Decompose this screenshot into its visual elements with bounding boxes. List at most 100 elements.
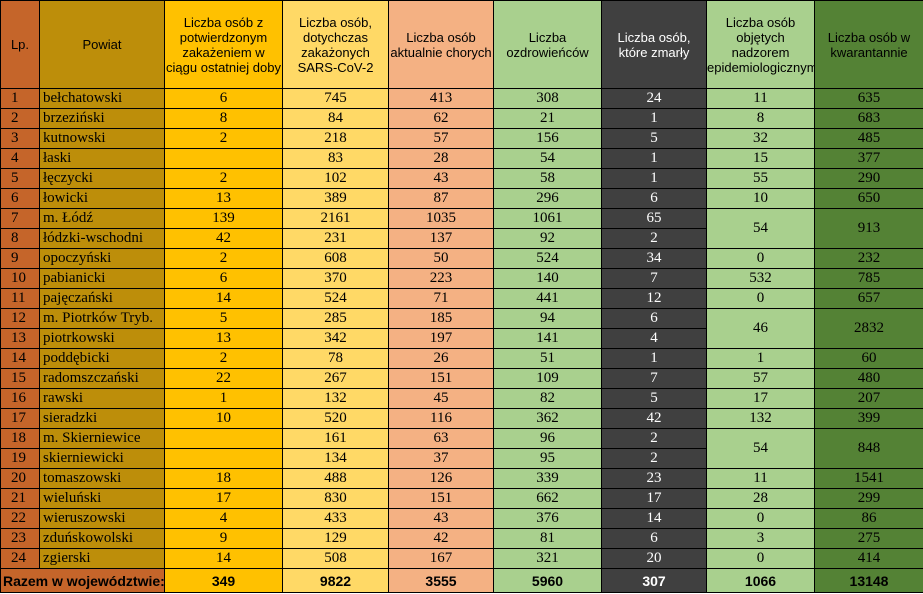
cell-new-cases: 5: [164, 308, 283, 329]
cell-deceased: 2: [601, 428, 707, 449]
header-recovered: Liczba ozdrowieńców: [493, 0, 602, 89]
cell-lp: 21: [0, 488, 40, 509]
cell-lp: 4: [0, 148, 40, 169]
header-quarantine: Liczba osób w kwarantannie: [814, 0, 923, 89]
cell-total-infected: 231: [282, 228, 389, 249]
cell-new-cases: 1: [164, 388, 283, 409]
cell-supervised: 11: [706, 88, 815, 109]
cell-currently-ill: 151: [388, 368, 494, 389]
cell-currently-ill: 57: [388, 128, 494, 149]
cell-new-cases: [164, 448, 283, 469]
cell-supervised: 0: [706, 548, 815, 569]
cell-supervised: 8: [706, 108, 815, 129]
cell-new-cases: 139: [164, 208, 283, 229]
cell-quarantine: 232: [814, 248, 923, 269]
cell-deceased: 5: [601, 388, 707, 409]
cell-quarantine: 414: [814, 548, 923, 569]
cell-powiat: łęczycki: [39, 168, 165, 189]
cell-quarantine: 275: [814, 528, 923, 549]
table-row: 4 łaski 83 28 54 1 15 377: [0, 148, 923, 169]
cell-new-cases: [164, 148, 283, 169]
cell-total-infected: 161: [282, 428, 389, 449]
cell-supervised: 0: [706, 288, 815, 309]
total-supervised: 1066: [706, 568, 815, 593]
cell-powiat: łódzki-wschodni: [39, 228, 165, 249]
cell-lp: 20: [0, 468, 40, 489]
table-row: 9 opoczyński 2 608 50 524 34 0 232: [0, 248, 923, 269]
header-total-infected: Liczba osób, dotychczas zakażonych SARS-…: [282, 0, 389, 89]
cell-powiat: wieluński: [39, 488, 165, 509]
cell-quarantine: 86: [814, 508, 923, 529]
cell-currently-ill: 197: [388, 328, 494, 349]
cell-currently-ill: 43: [388, 508, 494, 529]
cell-deceased: 7: [601, 268, 707, 289]
cell-deceased: 6: [601, 528, 707, 549]
cell-lp: 13: [0, 328, 40, 349]
cell-quarantine: 683: [814, 108, 923, 129]
cell-deceased: 6: [601, 188, 707, 209]
totals-row: Razem w województwie: 349 9822 3555 5960…: [0, 568, 923, 593]
cell-supervised: 1: [706, 348, 815, 369]
cell-recovered: 156: [493, 128, 602, 149]
table-row: 12 m. Piotrków Tryb. 5 285 185 94 6 46 2832: [0, 308, 923, 349]
cell-powiat: kutnowski: [39, 128, 165, 149]
cell-recovered: 524: [493, 248, 602, 269]
cell-new-cases: 2: [164, 168, 283, 189]
cell-quarantine: 299: [814, 488, 923, 509]
cell-currently-ill: 413: [388, 88, 494, 109]
cell-deceased: 23: [601, 468, 707, 489]
cell-powiat: radomszczański: [39, 368, 165, 389]
cell-quarantine: 848: [814, 428, 923, 469]
cell-deceased: 20: [601, 548, 707, 569]
cell-lp: 14: [0, 348, 40, 369]
table-row: 10 pabianicki 6 370 223 140 7 532 785: [0, 268, 923, 289]
cell-new-cases: 8: [164, 108, 283, 129]
cell-recovered: 109: [493, 368, 602, 389]
cell-recovered: 308: [493, 88, 602, 109]
cell-powiat: sieradzki: [39, 408, 165, 429]
cell-deceased: 7: [601, 368, 707, 389]
table-row: 23 zduńskowolski 9 129 42 81 6 3 275: [0, 528, 923, 549]
cell-supervised: 11: [706, 468, 815, 489]
cell-currently-ill: 87: [388, 188, 494, 209]
cell-total-infected: 608: [282, 248, 389, 269]
cell-supervised: 0: [706, 248, 815, 269]
cell-currently-ill: 185: [388, 308, 494, 329]
cell-deceased: 1: [601, 108, 707, 129]
cell-supervised: 46: [706, 308, 815, 349]
cell-supervised: 54: [706, 208, 815, 249]
table-row: 6 łowicki 13 389 87 296 6 10 650: [0, 188, 923, 209]
cell-powiat: łowicki: [39, 188, 165, 209]
cell-deceased: 24: [601, 88, 707, 109]
table-row: 19 skierniewicki 134 37 95 2: [0, 448, 923, 469]
table-row: 20 tomaszowski 18 488 126 339 23 11 1541: [0, 468, 923, 489]
cell-quarantine: 399: [814, 408, 923, 429]
cell-supervised: 132: [706, 408, 815, 429]
cell-recovered: 362: [493, 408, 602, 429]
cell-quarantine: 60: [814, 348, 923, 369]
cell-lp: 3: [0, 128, 40, 149]
cell-total-infected: 129: [282, 528, 389, 549]
cell-powiat: pabianicki: [39, 268, 165, 289]
cell-lp: 5: [0, 168, 40, 189]
cell-total-infected: 84: [282, 108, 389, 129]
cell-quarantine: 635: [814, 88, 923, 109]
cell-supervised: 32: [706, 128, 815, 149]
cell-supervised: 57: [706, 368, 815, 389]
cell-lp: 12: [0, 308, 40, 329]
cell-currently-ill: 223: [388, 268, 494, 289]
cell-total-infected: 78: [282, 348, 389, 369]
total-recovered: 5960: [493, 568, 602, 593]
cell-recovered: 339: [493, 468, 602, 489]
cell-currently-ill: 62: [388, 108, 494, 129]
cell-total-infected: 520: [282, 408, 389, 429]
cell-lp: 23: [0, 528, 40, 549]
cell-recovered: 58: [493, 168, 602, 189]
cell-quarantine: 377: [814, 148, 923, 169]
cell-total-infected: 433: [282, 508, 389, 529]
cell-powiat: m. Łódź: [39, 208, 165, 229]
header-row: Lp. Powiat Liczba osób z potwierdzonym z…: [0, 0, 923, 89]
cell-powiat: skierniewicki: [39, 448, 165, 469]
cell-new-cases: 42: [164, 228, 283, 249]
cell-total-infected: 102: [282, 168, 389, 189]
